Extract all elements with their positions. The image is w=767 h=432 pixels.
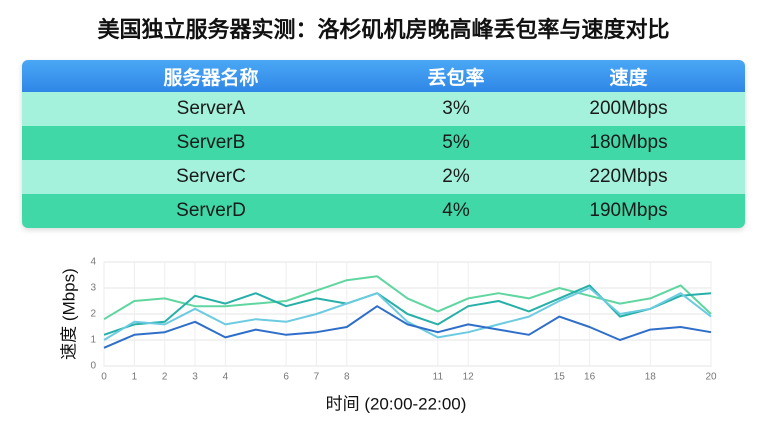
table-row: ServerA 3% 200Mbps <box>22 92 745 126</box>
table-cell: 2% <box>400 160 512 194</box>
x-tick-label: 18 <box>645 372 657 383</box>
table-row: ServerD 4% 190Mbps <box>22 194 745 228</box>
table-cell: 220Mbps <box>512 160 745 194</box>
y-tick-label: 1 <box>90 335 96 346</box>
table-cell: 5% <box>400 126 512 160</box>
y-tick-label: 4 <box>90 257 96 268</box>
table-body: ServerA 3% 200Mbps ServerB 5% 180Mbps ServerC 2… <box>22 92 745 228</box>
x-tick-label: 0 <box>101 372 107 383</box>
data-line <box>103 287 712 341</box>
table-cell: ServerB <box>22 126 400 160</box>
table-cell: 190Mbps <box>512 194 745 228</box>
table-cell: ServerD <box>22 194 400 228</box>
header-cell: 速度 <box>512 60 745 92</box>
y-axis-title: 速度 (Mbps) <box>59 268 78 360</box>
table-cell: 4% <box>400 194 512 228</box>
header-cell: 丢包率 <box>400 60 512 92</box>
y-tick-label: 0 <box>90 361 96 372</box>
x-tick-label: 8 <box>344 372 350 383</box>
x-tick-label: 16 <box>584 372 596 383</box>
x-tick-label: 4 <box>223 372 229 383</box>
x-tick-label: 6 <box>283 372 289 383</box>
comparison-table: 服务器名称 丢包率 速度 ServerA 3% 200Mbps ServerB 5% 18… <box>22 60 745 228</box>
y-tick-label: 2 <box>90 309 96 320</box>
header-row: 服务器名称 丢包率 速度 <box>22 60 745 92</box>
x-tick-label: 7 <box>314 372 320 383</box>
table-row: ServerC 2% 220Mbps <box>22 160 745 194</box>
data-line <box>103 275 712 321</box>
x-tick-label: 12 <box>463 372 475 383</box>
page-title: 美国独立服务器实测：洛杉矶机房晚高峰丢包率与速度对比 <box>97 17 670 42</box>
x-axis-title: 时间 (20:00-22:00) <box>326 394 467 413</box>
x-tick-label: 15 <box>554 372 566 383</box>
x-tick-label: 11 <box>433 372 444 383</box>
x-tick-label: 3 <box>192 372 198 383</box>
table-cell: 3% <box>400 92 512 126</box>
header-cell: 服务器名称 <box>22 60 400 92</box>
table-cell: 180Mbps <box>512 126 745 160</box>
x-tick-label: 20 <box>705 372 717 383</box>
x-tick-label: 1 <box>132 372 138 383</box>
table-cell: ServerC <box>22 160 400 194</box>
x-tick-label: 2 <box>162 372 168 383</box>
table-cell: 200Mbps <box>512 92 745 126</box>
y-tick-label: 3 <box>90 283 96 294</box>
table-row: ServerB 5% 180Mbps <box>22 126 745 160</box>
table-cell: ServerA <box>22 92 400 126</box>
data-line <box>103 305 712 349</box>
